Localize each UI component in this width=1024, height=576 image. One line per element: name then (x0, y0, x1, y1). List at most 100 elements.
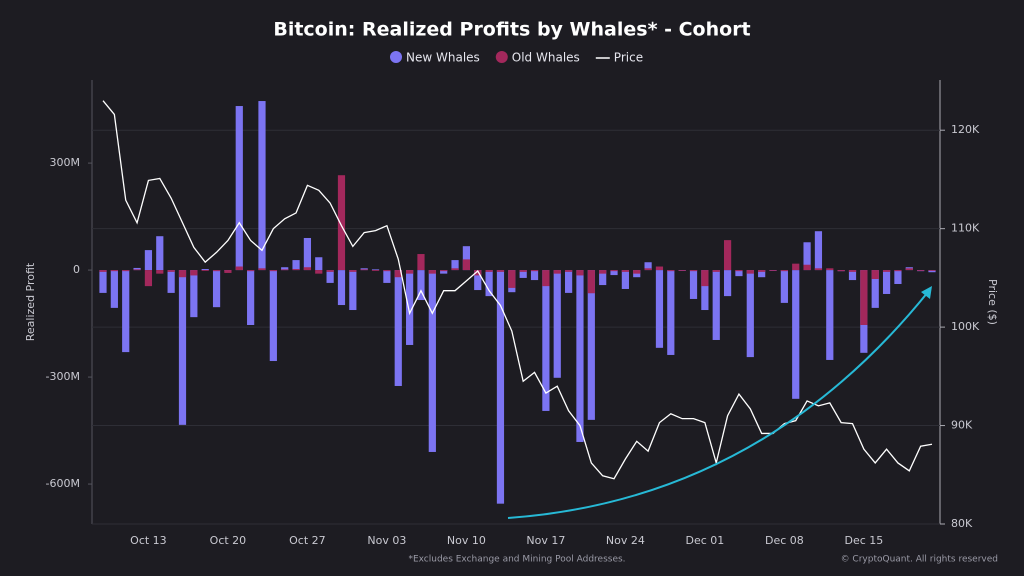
bar (701, 270, 709, 287)
bar (496, 270, 505, 504)
bar (735, 270, 743, 277)
bar (440, 270, 448, 274)
bar (326, 270, 334, 272)
bar (462, 246, 470, 271)
bar (530, 270, 539, 272)
bar (712, 270, 720, 272)
bar (723, 240, 732, 271)
bar (235, 266, 243, 271)
legend-label: Old Whales (512, 51, 580, 65)
bar (905, 268, 913, 271)
y2-tick-label: 120K (951, 123, 980, 136)
bar (326, 270, 334, 283)
plot (92, 100, 940, 525)
bar (530, 270, 539, 281)
x-tick-label: Oct 20 (210, 534, 247, 547)
y2-axis-label: Price ($) (986, 279, 999, 325)
bar (712, 270, 720, 340)
bar (110, 270, 118, 308)
bar (723, 270, 732, 297)
bar (871, 270, 879, 279)
bar (565, 270, 573, 272)
bar (542, 270, 550, 287)
bar (587, 270, 595, 294)
bar (428, 270, 436, 452)
credit: © CryptoQuant. All rights reserved (841, 555, 998, 565)
bar (655, 270, 664, 348)
bar (133, 269, 141, 271)
bar (678, 270, 686, 271)
bar (803, 264, 811, 271)
price-line (102, 100, 933, 480)
bar (621, 270, 629, 272)
bar (792, 263, 800, 271)
bar (462, 259, 470, 271)
bar (667, 270, 675, 355)
bar (178, 270, 187, 425)
bar (814, 231, 823, 271)
x-tick-label: Oct 13 (130, 534, 167, 547)
bar (735, 270, 743, 272)
bar (701, 270, 709, 311)
y-tick-label: -300M (46, 370, 80, 383)
bar (792, 270, 800, 399)
bar (610, 270, 618, 272)
bar (769, 270, 777, 271)
bar (519, 270, 527, 278)
bar (281, 267, 289, 271)
y2-tick-label: 80K (951, 517, 973, 530)
bar (212, 270, 221, 308)
bar (406, 270, 414, 345)
bar (485, 270, 493, 272)
bar (848, 270, 857, 272)
legend-label: New Whales (406, 51, 480, 65)
bar (894, 270, 902, 272)
bar (371, 269, 380, 271)
x-tick-label: Oct 27 (289, 534, 326, 547)
bar (746, 270, 754, 358)
bar (292, 260, 300, 271)
bar (156, 270, 164, 274)
trend-arrow-head (921, 286, 932, 299)
bar (644, 262, 652, 271)
bar (860, 270, 868, 326)
bar (882, 270, 891, 272)
bar (337, 270, 346, 306)
bar (633, 270, 641, 274)
bar (133, 267, 141, 271)
bar (542, 270, 550, 411)
bar (258, 268, 266, 271)
bar (417, 254, 425, 271)
bar (599, 270, 607, 286)
bar (451, 260, 459, 271)
bar (394, 270, 402, 386)
y-axis-label: Realized Profit (24, 262, 37, 341)
bar (826, 268, 834, 271)
bar (848, 270, 857, 281)
bar (667, 270, 675, 272)
x-tick-label: Dec 08 (765, 534, 804, 547)
bar (496, 270, 505, 272)
bar (122, 270, 130, 353)
bar (621, 270, 629, 289)
bar (440, 270, 448, 272)
bar (803, 242, 811, 271)
x-tick-label: Nov 24 (606, 534, 645, 547)
x-tick-label: Dec 01 (685, 534, 724, 547)
bar (110, 270, 118, 272)
y2-tick-label: 110K (951, 222, 980, 235)
bar (269, 270, 277, 272)
bar (406, 270, 414, 274)
bar (826, 270, 834, 360)
y-tick-label: 300M (50, 156, 81, 169)
bar (689, 270, 698, 299)
y2-tick-label: 90K (951, 419, 973, 432)
bar (371, 270, 380, 271)
bar (235, 106, 243, 271)
bar (553, 270, 561, 274)
bar (474, 270, 482, 291)
bar (178, 270, 187, 278)
bar (837, 270, 845, 272)
bar (337, 175, 346, 271)
